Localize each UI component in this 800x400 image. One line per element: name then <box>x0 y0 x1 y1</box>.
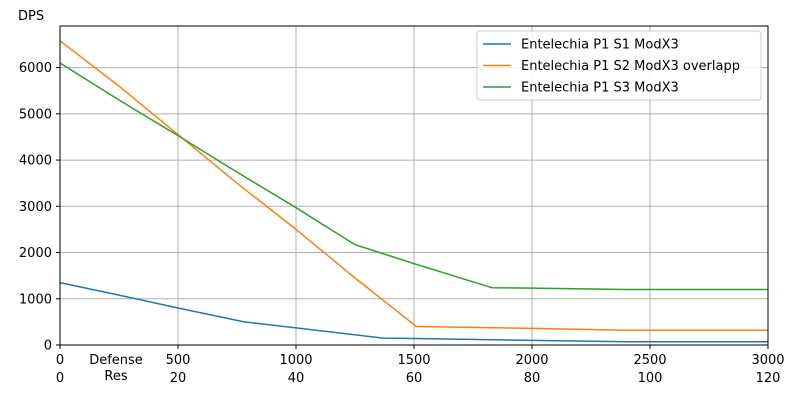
y-tick-label: 1000 <box>19 292 52 307</box>
y-tick-label: 2000 <box>19 246 52 261</box>
y-tick-label: 3000 <box>19 200 52 215</box>
y-axis-label: DPS <box>18 9 44 24</box>
x-tick-label: 2000 <box>515 353 548 368</box>
x-tick-label: 3000 <box>751 353 784 368</box>
y-tick-label: 5000 <box>19 107 52 122</box>
legend-label-2: Entelechia P1 S2 ModX3 overlapp <box>521 59 740 74</box>
x-tick-label-secondary: 20 <box>170 371 187 386</box>
x-tick-label-secondary: 80 <box>524 371 541 386</box>
x-tick-label-secondary: 60 <box>406 371 423 386</box>
x-tick-label-secondary: 120 <box>756 371 781 386</box>
x-tick-label-secondary: 0 <box>56 371 64 386</box>
x-tick-label: 1000 <box>279 353 312 368</box>
x-tick-label: 2500 <box>633 353 666 368</box>
legend: Entelechia P1 S1 ModX3 Entelechia P1 S2 M… <box>476 30 762 101</box>
y-tick-label: 4000 <box>19 154 52 169</box>
legend-label-1: Entelechia P1 S1 ModX3 <box>521 38 679 53</box>
x-tick-label-secondary: 100 <box>638 371 663 386</box>
axis-ticks: 0050020100040150060200080250010030001200… <box>19 61 785 386</box>
x-axis-label-line2: Res <box>104 369 127 384</box>
series-lines <box>59 40 768 343</box>
legend-box <box>476 30 762 101</box>
x-tick-label-secondary: 40 <box>288 371 305 386</box>
x-tick-label: 1500 <box>397 353 430 368</box>
y-tick-label: 0 <box>44 339 52 354</box>
series-line-2 <box>59 40 768 331</box>
x-tick-label: 0 <box>56 353 64 368</box>
y-tick-label: 6000 <box>19 61 52 76</box>
series-line-3 <box>59 62 768 291</box>
legend-label-3: Entelechia P1 S3 ModX3 <box>521 81 679 96</box>
x-axis-label-line1: Defense <box>89 353 143 368</box>
series-line-1 <box>59 281 768 343</box>
x-tick-label: 500 <box>166 353 191 368</box>
